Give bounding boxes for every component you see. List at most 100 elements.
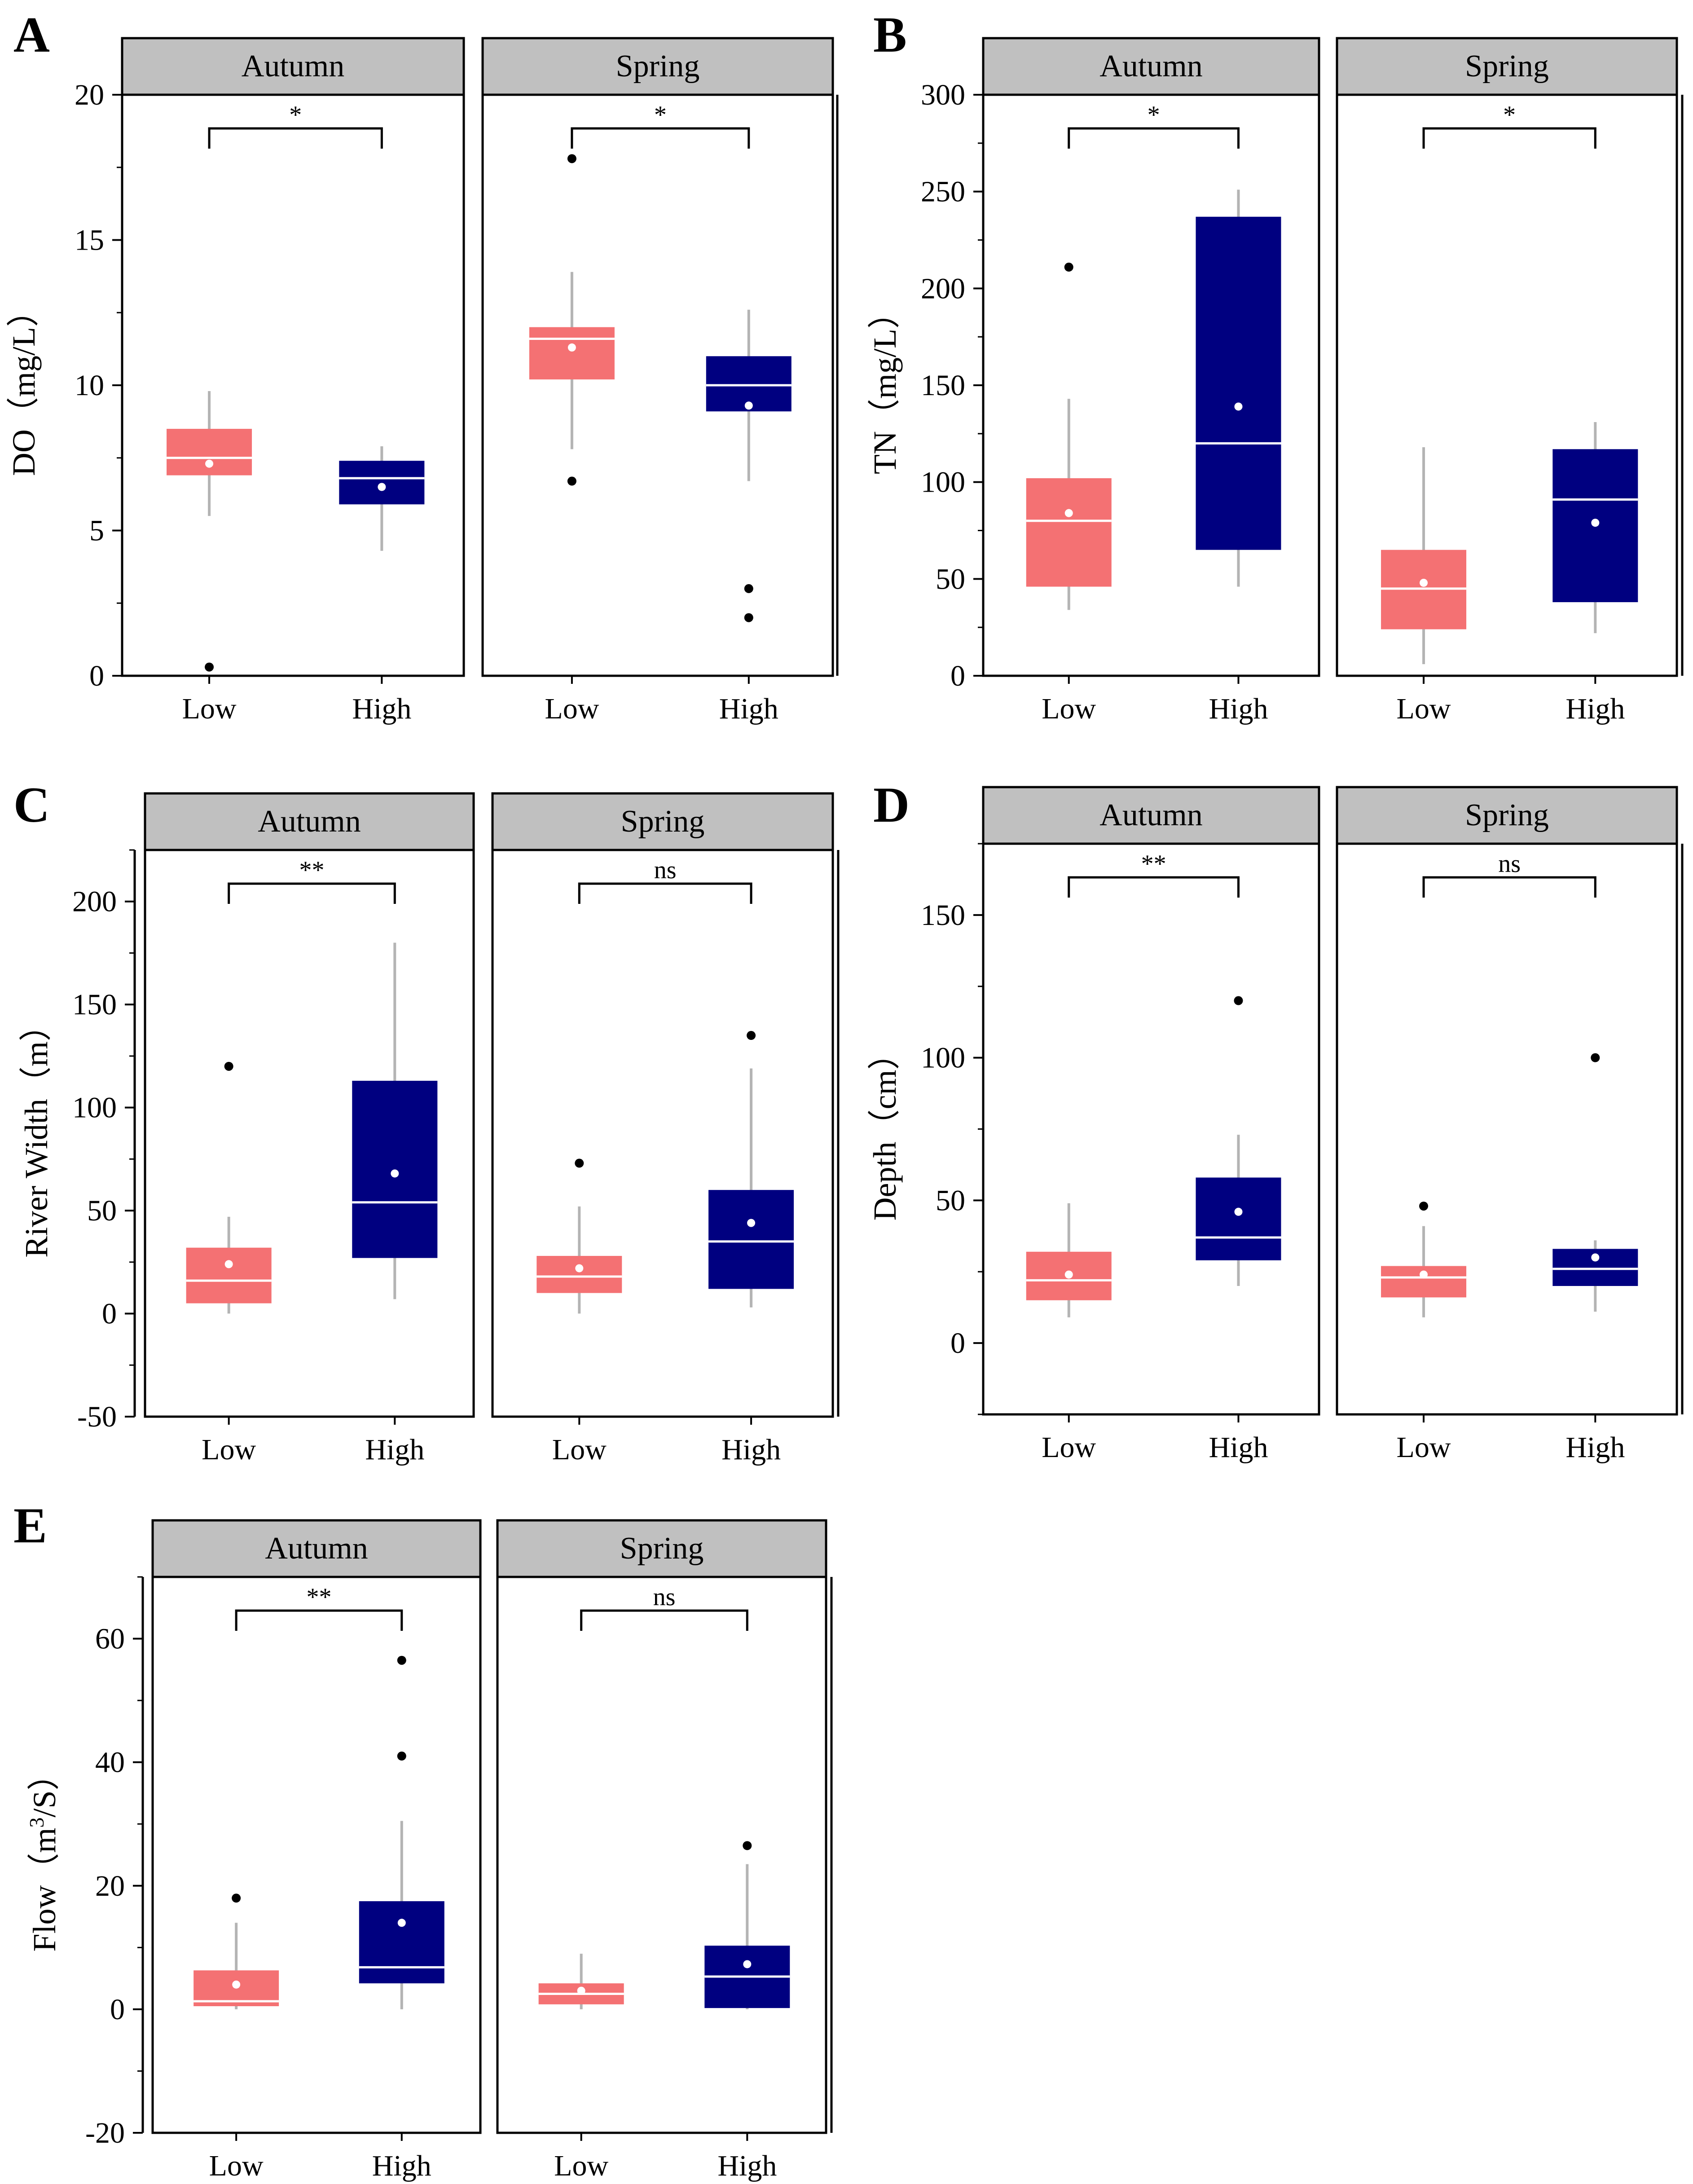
significance-label: *: [289, 101, 302, 129]
mean-point: [1234, 402, 1243, 411]
significance-bracket: [571, 127, 750, 149]
box-iqr: [352, 1080, 438, 1258]
x-tick-label: High: [1565, 1431, 1625, 1464]
panel-letter: E: [13, 1498, 47, 1554]
box-high: [706, 309, 792, 622]
facet-strip: [1336, 786, 1678, 845]
significance-label: ns: [1498, 850, 1521, 878]
box-iqr: [1196, 1177, 1281, 1260]
facet-spring: Spring Low High ns: [491, 792, 834, 1466]
outlier-point: [567, 476, 576, 486]
x-tick-label: Low: [1397, 1431, 1451, 1464]
x-tick-label: High: [352, 692, 411, 725]
x-tick-label: Low: [552, 1433, 607, 1466]
box-iqr: [186, 1247, 272, 1303]
facet-autumn: Autumn Low High *: [982, 37, 1320, 725]
box-low: [1381, 447, 1467, 665]
facet-frame: [1336, 93, 1678, 677]
outlier-point: [1419, 1202, 1429, 1211]
panel-letter: B: [873, 7, 907, 63]
y-tick-label: 40: [95, 1746, 125, 1779]
facet-strip: [144, 792, 475, 851]
mean-point: [391, 1169, 399, 1178]
box-iqr: [1026, 478, 1112, 587]
outlier-point: [205, 662, 214, 672]
x-tick-label: High: [372, 2149, 431, 2182]
mean-point: [1234, 1207, 1243, 1216]
facet-spring: Spring Low High *: [481, 37, 834, 725]
box-low: [536, 1158, 622, 1314]
facet-frame: [982, 842, 1320, 1416]
y-tick-label: 50: [936, 563, 965, 595]
box-low: [193, 1893, 279, 2009]
y-tick-label: 150: [921, 369, 965, 402]
mean-point: [1591, 519, 1600, 527]
significance-label: **: [306, 1583, 331, 1611]
facet-frame: [1336, 842, 1678, 1416]
panel-d: D 0 50 100 150 Depth（cm） Autumn Low High ** Spring…: [867, 777, 1684, 1464]
facet-strip: [491, 792, 834, 851]
x-tick-label: High: [1209, 692, 1268, 725]
mean-point: [205, 459, 214, 468]
y-tick-label: 0: [110, 1993, 125, 2026]
facet-frame: [481, 93, 834, 677]
box-iqr: [529, 327, 615, 380]
outlier-point: [744, 584, 753, 593]
x-tick-label: Low: [1042, 1431, 1096, 1464]
x-tick-label: High: [365, 1433, 424, 1466]
y-tick-label: 0: [950, 660, 965, 692]
significance-bracket: [235, 1609, 403, 1631]
facet-strip: [1336, 37, 1678, 96]
significance-bracket: [228, 882, 396, 904]
facet-frame: [121, 93, 465, 677]
facet-frame: [144, 849, 475, 1418]
significance-label: **: [299, 856, 324, 884]
panel-letter: D: [873, 777, 910, 833]
box-low: [538, 1954, 624, 2009]
mean-point: [744, 401, 753, 410]
facet-strip-label: Spring: [1465, 49, 1549, 84]
mean-point: [224, 1260, 233, 1268]
significance-label: *: [1503, 101, 1516, 129]
y-axis-label: Flow（m3/S）: [25, 1758, 62, 1951]
box-high: [704, 1841, 790, 2009]
box-iqr: [536, 1256, 622, 1293]
facet-strip-label: Autumn: [1099, 798, 1202, 832]
y-tick-label: 50: [87, 1194, 117, 1227]
outlier-point: [575, 1158, 584, 1168]
panel-b: B 0 50 100 150 200 250 300 TN（mg/L） Autumn Low High…: [867, 7, 1684, 725]
outlier-point: [567, 154, 576, 163]
box-high: [359, 1656, 444, 2009]
outlier-point: [1234, 996, 1243, 1005]
facet-strip: [481, 37, 834, 96]
y-tick-label: 20: [95, 1870, 125, 1902]
facet-strip: [121, 37, 465, 96]
facet-strip-label: Spring: [1465, 798, 1549, 832]
y-tick-label: -20: [85, 2117, 125, 2149]
x-tick-label: High: [721, 1433, 781, 1466]
panel-c: C -50 0 50 100 150 200 River Width（m） Autumn Low H…: [13, 777, 840, 1466]
outlier-point: [744, 613, 753, 622]
facet-autumn: Autumn Low High **: [144, 792, 475, 1466]
outlier-point: [397, 1751, 406, 1761]
facet-spring: Spring Low High ns: [1336, 786, 1678, 1464]
y-tick-label: 300: [921, 79, 965, 111]
y-tick-label: 50: [936, 1184, 965, 1217]
significance-label: **: [1141, 850, 1166, 878]
facet-frame: [982, 93, 1320, 677]
y-tick-label: 10: [75, 369, 104, 402]
y-tick-label: 60: [95, 1623, 125, 1656]
outlier-point: [232, 1893, 241, 1903]
significance-bracket: [208, 127, 383, 149]
panel-letter: C: [13, 777, 50, 833]
y-axis-label: River Width（m）: [18, 1009, 54, 1258]
mean-point: [743, 1960, 752, 1968]
mean-point: [232, 1980, 241, 1989]
x-tick-label: Low: [1397, 692, 1451, 725]
facet-strip-label: Spring: [620, 1531, 704, 1566]
x-tick-label: Low: [202, 1433, 256, 1466]
mean-point: [1064, 509, 1073, 517]
y-tick-label: 0: [950, 1327, 965, 1360]
box-low: [1381, 1202, 1467, 1317]
box-low: [529, 154, 615, 486]
